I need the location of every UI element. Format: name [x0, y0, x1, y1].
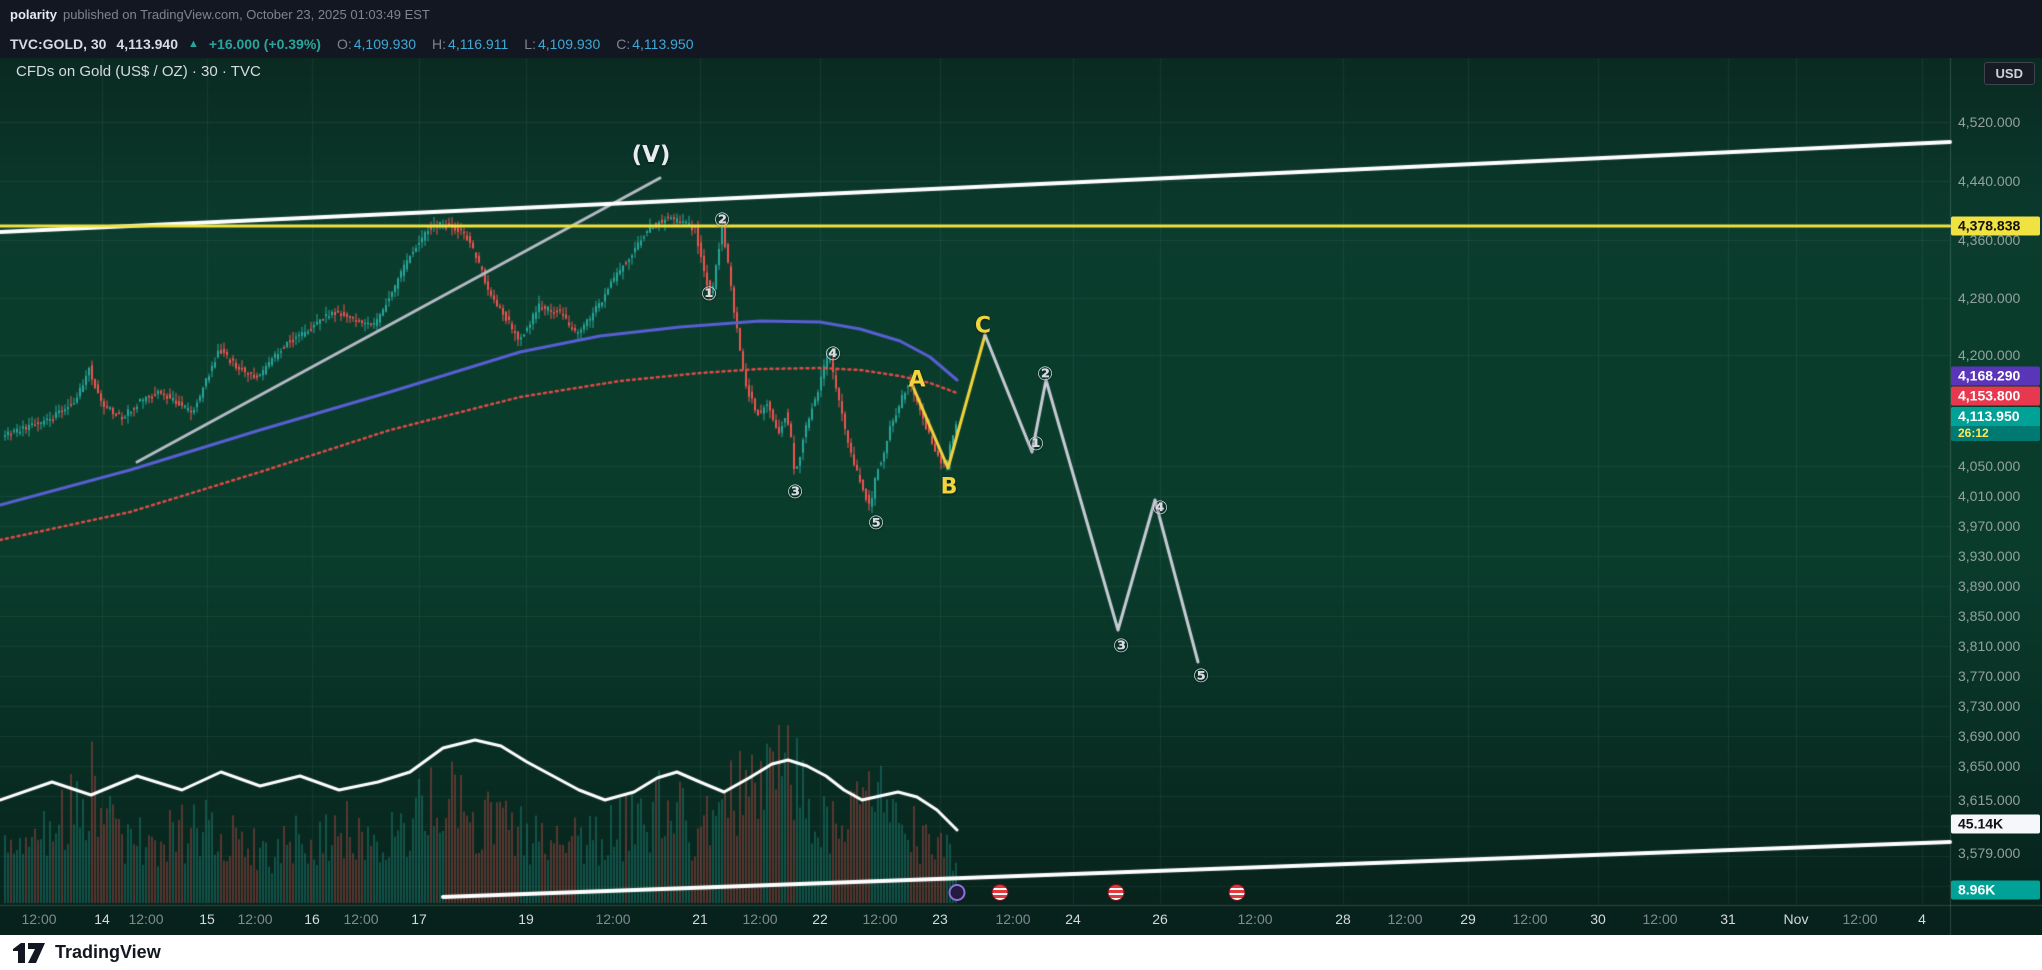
price-axis-label: 4,050.000 — [1958, 458, 2021, 474]
time-axis-label: 12:00 — [343, 911, 379, 927]
time-axis-label: 12:00 — [1642, 911, 1678, 927]
time-axis-label: 15 — [199, 911, 215, 927]
ohlc-low: L: 4,109.930 — [524, 36, 600, 52]
brand-name[interactable]: TradingView — [55, 942, 161, 962]
time-axis-label: 12:00 — [21, 911, 57, 927]
price-change: +16.000 (+0.39%) — [208, 35, 321, 52]
author-name: polarity — [10, 7, 57, 22]
ohlc-open-value: 4,109.930 — [353, 35, 417, 52]
ohlc-open: O: 4,109.930 — [337, 36, 416, 52]
volume-ma-badge: 8.96K — [1951, 880, 2040, 900]
ohlc-close-value: 4,113.950 — [632, 35, 694, 52]
ohlc-low-label: L: — [524, 35, 536, 52]
ma-blue-badge: 4,168.290 — [1951, 366, 2040, 386]
price-axis-label: 3,615.000 — [1958, 792, 2021, 808]
ohlc-high-value: 4,116.911 — [448, 35, 509, 52]
time-axis-label: 12:00 — [595, 911, 631, 927]
economic-event-icon[interactable] — [1228, 884, 1246, 901]
price-axis[interactable]: 4,520.000 4,440.000 4,360.000 4,280.000 4,20… — [1950, 0, 2042, 935]
ohlc-high-label: H: — [432, 35, 447, 52]
ohlc-low-value: 4,109.930 — [537, 35, 601, 52]
time-axis-label: 12:00 — [1387, 911, 1423, 927]
price-axis-label: 3,810.000 — [1958, 638, 2021, 654]
symbol-info-bar: TVC:GOLD, 30 4,113.940 ▲ +16.000 (+0.39%… — [0, 29, 2042, 58]
time-axis-label: 31 — [1720, 911, 1736, 927]
time-axis-label: 12:00 — [995, 911, 1031, 927]
up-triangle-icon: ▲ — [187, 37, 199, 50]
volume-badge: 45.14K — [1951, 814, 2040, 834]
publish-info: published on TradingView.com, October 23… — [62, 7, 430, 22]
publish-bar: polarity published on TradingView.com, O… — [0, 0, 2042, 29]
price-axis-label: 3,970.000 — [1958, 518, 2021, 534]
ohlc-open-label: O: — [336, 35, 352, 52]
time-axis[interactable]: 12:00 14 12:00 15 12:00 16 12:00 17 19 12:00 21 12:… — [0, 905, 1950, 935]
time-axis-label: 30 — [1590, 911, 1606, 927]
time-axis-label: 29 — [1460, 911, 1476, 927]
time-axis-label: 12:00 — [1512, 911, 1548, 927]
price-axis-label: 4,520.000 — [1958, 114, 2021, 130]
time-axis-label: 23 — [932, 911, 948, 927]
chart-canvas[interactable] — [0, 0, 2042, 935]
time-axis-label: 28 — [1335, 911, 1351, 927]
time-axis-label: 12:00 — [128, 911, 164, 927]
price-axis-label: 3,579.000 — [1958, 845, 2021, 861]
price-axis-label: 3,650.000 — [1958, 758, 2021, 774]
time-axis-label: 17 — [411, 911, 427, 927]
price-axis-label: 4,200.000 — [1958, 347, 2021, 363]
time-axis-label: 21 — [692, 911, 708, 927]
symbol-name: TVC:GOLD, 30 — [10, 35, 107, 52]
time-axis-label: 14 — [94, 911, 110, 927]
price-axis-label: 3,850.000 — [1958, 608, 2021, 624]
yellow-level-badge: 4,378.838 — [1951, 216, 2040, 236]
price-axis-label: 3,690.000 — [1958, 728, 2021, 744]
price-axis-label: 3,730.000 — [1958, 698, 2021, 714]
time-axis-label: 12:00 — [1237, 911, 1273, 927]
ohlc-high: H: 4,116.911 — [432, 36, 508, 52]
price-axis-label: 3,930.000 — [1958, 548, 2021, 564]
price-axis-label: 4,280.000 — [1958, 290, 2021, 306]
time-axis-label: 19 — [518, 911, 534, 927]
price-axis-label: 3,770.000 — [1958, 668, 2021, 684]
ohlc-close-label: C: — [616, 35, 631, 52]
time-axis-label: 4 — [1918, 911, 1926, 927]
time-axis-label: 26 — [1152, 911, 1168, 927]
time-axis-label: 12:00 — [862, 911, 898, 927]
currency-button[interactable]: USD — [1983, 62, 2035, 85]
ma-red-badge: 4,153.800 — [1951, 386, 2040, 406]
economic-event-icon[interactable] — [1107, 884, 1125, 901]
economic-event-icon[interactable] — [948, 884, 966, 901]
tradingview-logo-icon[interactable] — [12, 942, 46, 964]
time-axis-label: Nov — [1783, 911, 1809, 927]
time-axis-label: 12:00 — [237, 911, 273, 927]
ohlc-close: C: 4,113.950 — [616, 36, 693, 52]
last-price-badge: 4,113.950 26:12 — [1951, 407, 2040, 441]
last-price-value: 4,113.940 — [116, 35, 178, 52]
price-axis-label: 4,010.000 — [1958, 488, 2021, 504]
price-axis-label: 4,440.000 — [1958, 173, 2021, 189]
time-axis-label: 12:00 — [1842, 911, 1878, 927]
footer-bar: TradingView — [0, 935, 2042, 970]
time-axis-label: 22 — [812, 911, 828, 927]
economic-event-icon[interactable] — [991, 884, 1009, 901]
price-axis-label: 4,360.000 — [1958, 232, 2021, 248]
time-axis-label: 12:00 — [742, 911, 778, 927]
time-axis-label: 24 — [1065, 911, 1081, 927]
price-axis-label: 3,890.000 — [1958, 578, 2021, 594]
time-axis-label: 16 — [304, 911, 320, 927]
chart-legend[interactable]: CFDs on Gold (US$ / OZ) · 30 · TVC — [16, 63, 261, 80]
